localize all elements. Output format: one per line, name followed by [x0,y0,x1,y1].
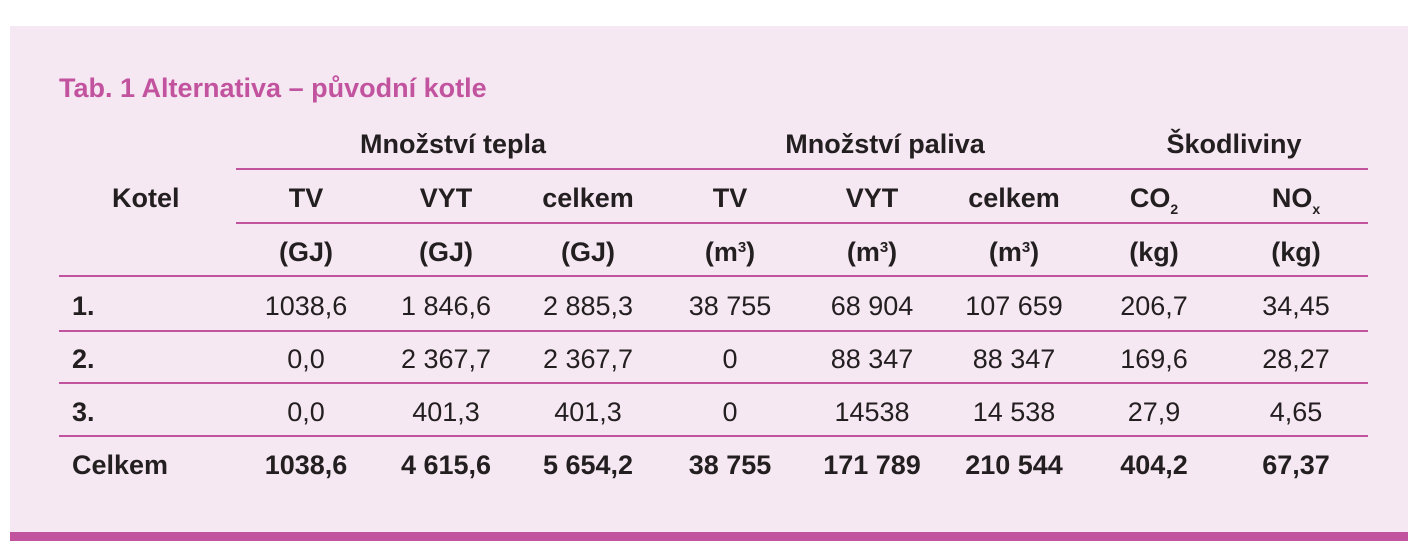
col-header-fuel-total: celkem [944,182,1084,214]
table-cell: 0 [722,397,738,427]
group-header-pollutants: Škodliviny [1166,129,1302,159]
col-header-name: TV [288,183,324,213]
column-underline [236,222,1368,224]
unit-text: (kg) [1129,237,1179,267]
total-row-label: Celkem [72,450,169,480]
unit-fuel-vyt: (m3) [800,236,944,268]
table-cell: 1 846,6 [400,291,492,321]
col-header-subscript: 2 [1170,201,1179,217]
col-header-fuel-vyt: VYT [800,182,944,214]
row-divider [59,330,1368,332]
table-cell: 107 659 [965,291,1063,321]
unit-text: (GJ) [561,237,615,267]
table-cell: 401,3 [412,397,480,427]
total-cell: 171 789 [823,450,921,480]
header-underline [59,275,1368,277]
row-label: 3. [72,397,95,427]
unit-nox: (kg) [1224,236,1368,268]
total-cell: 1038,6 [264,450,348,480]
unit-superscript: 3 [879,239,889,256]
unit-superscript: 3 [737,239,747,256]
total-cell: 5 654,2 [542,450,634,480]
table-cell: 88 347 [830,344,914,374]
table-cell: 88 347 [972,344,1056,374]
col-header-name: VYT [845,183,899,213]
table-cell: 0,0 [287,397,325,427]
table-cell: 4,65 [1269,397,1323,427]
table-cell: 68 904 [830,291,914,321]
unit-heat-total: (GJ) [516,236,660,268]
table-title: Tab. 1 Alternativa – původní kotle [59,73,487,103]
col-header-name: TV [712,183,748,213]
unit-text: (m [988,237,1022,267]
unit-heat-vyt: (GJ) [376,236,516,268]
col-header-nox: NOx [1224,182,1368,217]
unit-text: (GJ) [279,237,333,267]
col-header-fuel-tv: TV [660,182,800,214]
row-label: 2. [72,344,95,374]
table-cell: 38 755 [688,291,772,321]
col-header-name: celkem [542,183,634,213]
col-header-name: VYT [419,183,473,213]
group-underline [236,168,1368,170]
col-header-name: NO [1271,183,1313,213]
total-cell: 404,2 [1120,450,1188,480]
table-cell: 28,27 [1262,344,1330,374]
unit-text: ) [888,237,898,267]
group-header-heat: Množství tepla [359,129,547,159]
row-divider [59,382,1368,384]
bottom-accent-bar [10,532,1408,541]
col-header-name: CO [1129,183,1171,213]
table-cell: 169,6 [1120,344,1188,374]
table-cell: 2 367,7 [400,344,492,374]
table-cell: 34,45 [1262,291,1330,321]
table-cell: 27,9 [1127,397,1181,427]
table-cell: 0,0 [287,344,325,374]
unit-text: (GJ) [419,237,473,267]
group-header-fuel: Množství paliva [785,129,985,159]
col-header-subscript: x [1312,201,1321,217]
row-label: 1. [72,291,95,321]
col-header-heat-total: celkem [516,182,660,214]
unit-text: ) [1030,237,1040,267]
unit-fuel-total: (m3) [944,236,1084,268]
total-cell: 67,37 [1262,450,1330,480]
table-cell: 206,7 [1120,291,1188,321]
unit-fuel-tv: (m3) [660,236,800,268]
col-header-co2: CO2 [1084,182,1224,217]
unit-heat-tv: (GJ) [236,236,376,268]
total-cell: 4 615,6 [400,450,492,480]
unit-text: (m [704,237,738,267]
table-cell: 0 [722,344,738,374]
table-panel [10,26,1408,532]
table-cell: 401,3 [554,397,622,427]
table-cell: 2 367,7 [542,344,634,374]
col-header-heat-vyt: VYT [376,182,516,214]
table-cell: 14 538 [972,397,1056,427]
table-cell: 1038,6 [264,291,348,321]
row-divider [59,435,1368,437]
unit-text: (m [846,237,880,267]
table-cell: 14538 [834,397,910,427]
col-header-name: celkem [968,183,1060,213]
unit-superscript: 3 [1021,239,1031,256]
total-cell: 38 755 [688,450,772,480]
row-label-header: Kotel [112,183,180,213]
unit-text: (kg) [1271,237,1321,267]
table-cell: 2 885,3 [542,291,634,321]
unit-co2: (kg) [1084,236,1224,268]
unit-text: ) [746,237,756,267]
total-cell: 210 544 [965,450,1063,480]
col-header-heat-tv: TV [236,182,376,214]
